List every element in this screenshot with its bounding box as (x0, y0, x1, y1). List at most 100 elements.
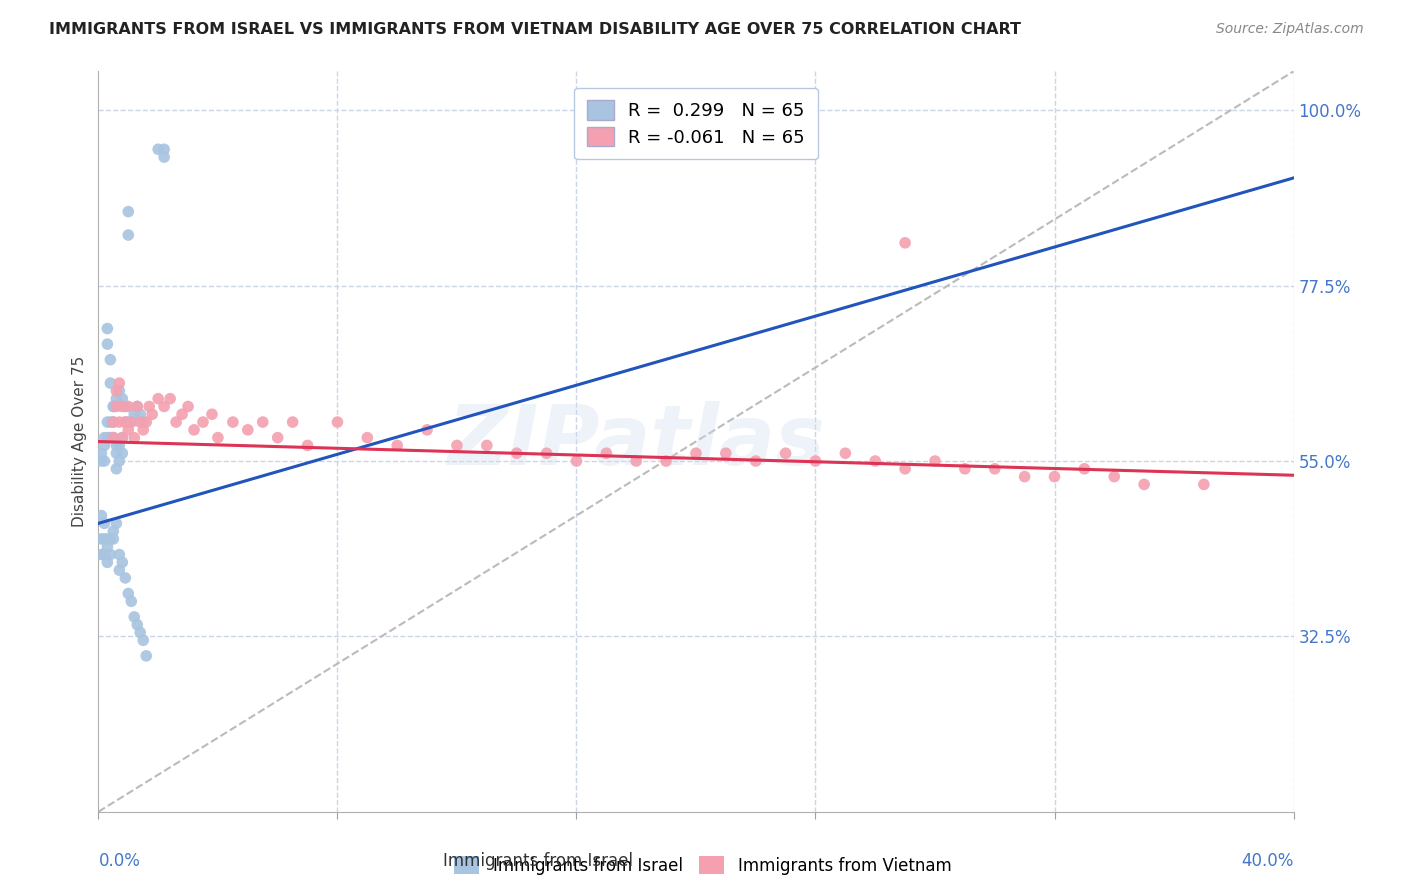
Point (894, 462, 917, 476)
Point (159, 392, 181, 406)
Point (655, 454, 678, 468)
Point (108, 438, 131, 452)
Point (356, 431, 378, 445)
Point (138, 400, 160, 414)
Point (96, 337, 118, 351)
Point (93, 516, 115, 531)
Point (90, 508, 112, 523)
Point (117, 415, 139, 429)
Point (183, 423, 205, 437)
Point (865, 454, 887, 468)
Point (953, 462, 976, 476)
Point (132, 423, 155, 437)
Point (135, 415, 157, 429)
Point (96, 431, 118, 445)
Point (117, 227, 139, 242)
Point (1104, 469, 1126, 483)
Point (595, 446, 617, 460)
Point (506, 446, 529, 460)
Point (172, 407, 194, 421)
Legend: Immigrants from Israel, Immigrants from Vietnam: Immigrants from Israel, Immigrants from … (447, 849, 959, 881)
Point (96, 321, 118, 335)
Point (93, 454, 115, 468)
Point (201, 407, 224, 421)
Point (1014, 469, 1036, 483)
Point (105, 438, 128, 452)
Point (103, 415, 125, 429)
Point (108, 415, 131, 429)
Point (103, 532, 125, 546)
Point (385, 438, 409, 452)
Point (114, 400, 136, 414)
Point (222, 415, 245, 429)
Point (103, 400, 125, 414)
Point (98, 415, 122, 429)
Point (834, 446, 856, 460)
Point (96, 555, 118, 569)
Text: IMMIGRANTS FROM ISRAEL VS IMMIGRANTS FROM VIETNAM DISABILITY AGE OVER 75 CORRELA: IMMIGRANTS FROM ISRAEL VS IMMIGRANTS FRO… (49, 22, 1021, 37)
Point (984, 462, 1007, 476)
Point (536, 446, 558, 460)
Point (446, 438, 468, 452)
Point (117, 423, 139, 437)
Point (108, 384, 131, 398)
Point (108, 454, 131, 468)
Point (129, 625, 152, 640)
Point (135, 648, 157, 663)
Point (103, 431, 125, 445)
Point (153, 400, 176, 414)
Point (416, 423, 439, 437)
Point (93, 548, 115, 562)
Point (129, 407, 152, 421)
Point (96, 540, 118, 554)
Point (129, 415, 152, 429)
Point (98, 548, 122, 562)
Point (105, 384, 128, 398)
Point (165, 415, 187, 429)
Point (105, 516, 128, 531)
Point (98, 376, 122, 390)
Point (714, 446, 737, 460)
Point (141, 407, 163, 421)
Point (685, 446, 707, 460)
Point (132, 415, 155, 429)
Point (103, 400, 125, 414)
Point (90, 548, 112, 562)
Point (191, 415, 214, 429)
Point (98, 431, 122, 445)
Point (124, 610, 146, 624)
Text: 40.0%: 40.0% (1241, 853, 1294, 871)
Point (117, 586, 139, 600)
Point (153, 142, 176, 156)
Text: Immigrants from Israel: Immigrants from Israel (443, 852, 633, 870)
Point (111, 392, 134, 406)
Point (105, 446, 128, 460)
Point (326, 415, 349, 429)
Y-axis label: Disability Age Over 75: Disability Age Over 75 (72, 356, 87, 527)
Point (124, 407, 146, 421)
Point (127, 400, 149, 414)
Point (124, 431, 146, 445)
Point (117, 400, 139, 414)
Point (1043, 469, 1066, 483)
Point (111, 431, 134, 445)
Point (127, 617, 149, 632)
Point (114, 415, 136, 429)
Point (108, 548, 131, 562)
Point (93, 532, 115, 546)
Point (98, 352, 122, 367)
Point (1133, 477, 1156, 491)
Point (111, 400, 134, 414)
Point (745, 454, 768, 468)
Point (894, 235, 917, 250)
Point (120, 415, 142, 429)
Point (108, 563, 131, 577)
Point (117, 204, 139, 219)
Point (127, 400, 149, 414)
Point (105, 392, 128, 406)
Point (98, 532, 122, 546)
Point (111, 555, 134, 569)
Point (236, 423, 259, 437)
Text: Source: ZipAtlas.com: Source: ZipAtlas.com (1216, 22, 1364, 37)
Point (103, 415, 125, 429)
